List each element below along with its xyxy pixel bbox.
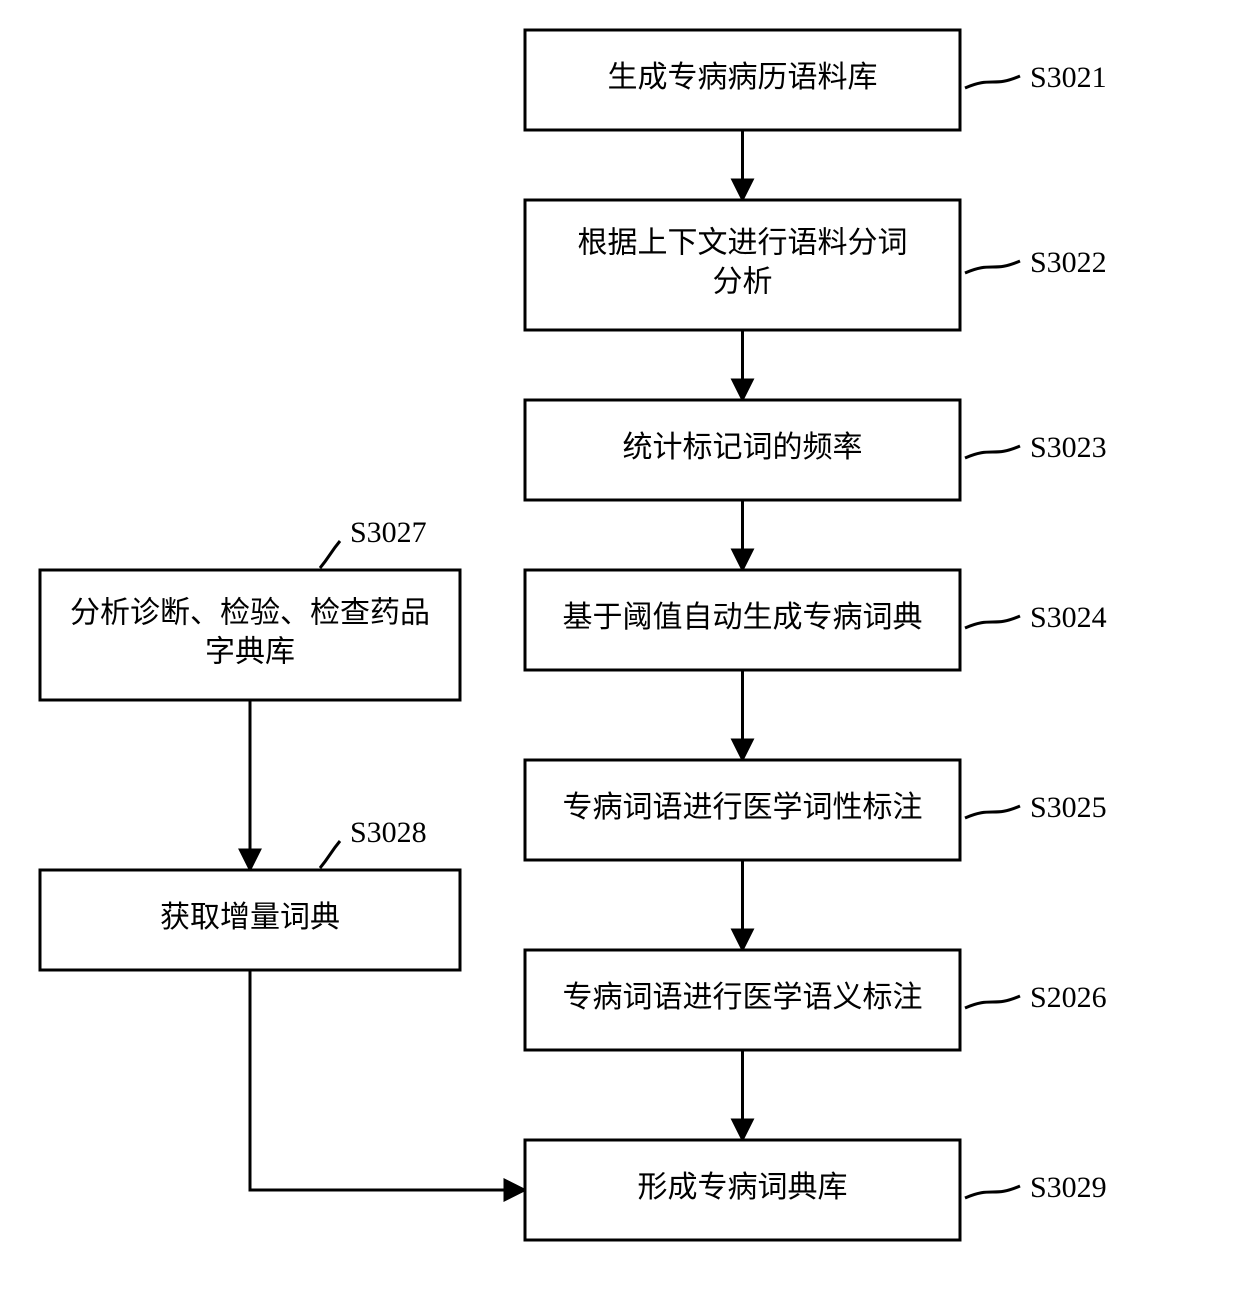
nodes-layer: 生成专病病历语料库 S3021 根据上下文进行语料分词分析 S3022 统计标记词的频率… xyxy=(40,30,1107,1240)
step-label: S3028 xyxy=(350,816,427,849)
flow-node-r1: 生成专病病历语料库 S3021 xyxy=(525,30,1107,130)
flow-edge xyxy=(250,970,525,1190)
flow-node-label: 分析 xyxy=(713,265,773,298)
step-label: S3021 xyxy=(1030,61,1107,94)
flow-node-r6: 专病词语进行医学语义标注 S2026 xyxy=(525,950,1107,1050)
flow-node-l1: 分析诊断、检验、检查药品字典库 S3027 xyxy=(40,516,460,700)
step-label: S3027 xyxy=(350,516,427,549)
flow-node-label: 基于阈值自动生成专病词典 xyxy=(563,601,923,634)
step-label: S3024 xyxy=(1030,601,1107,634)
step-label: S3025 xyxy=(1030,791,1107,824)
step-label: S2026 xyxy=(1030,981,1107,1014)
flowchart-canvas: 生成专病病历语料库 S3021 根据上下文进行语料分词分析 S3022 统计标记词的频率… xyxy=(0,0,1240,1303)
flow-node-r4: 基于阈值自动生成专病词典 S3024 xyxy=(525,570,1107,670)
flow-node-r7: 形成专病词典库 S3029 xyxy=(525,1140,1107,1240)
flow-node-r5: 专病词语进行医学词性标注 S3025 xyxy=(525,760,1107,860)
flow-node-label: 获取增量词典 xyxy=(160,901,340,934)
flow-node-label: 字典库 xyxy=(205,635,295,668)
flow-node-label: 形成专病词典库 xyxy=(638,1171,848,1204)
flow-node-label: 生成专病病历语料库 xyxy=(608,61,878,94)
flow-node-label: 根据上下文进行语料分词 xyxy=(578,226,908,259)
flow-node-label: 统计标记词的频率 xyxy=(623,431,863,464)
flow-node-r2: 根据上下文进行语料分词分析 S3022 xyxy=(525,200,1107,330)
flow-node-r3: 统计标记词的频率 S3023 xyxy=(525,400,1107,500)
step-label: S3029 xyxy=(1030,1171,1107,1204)
step-label: S3022 xyxy=(1030,246,1107,279)
flow-node-label: 专病词语进行医学语义标注 xyxy=(563,981,923,1014)
step-label: S3023 xyxy=(1030,431,1107,464)
flow-node-label: 分析诊断、检验、检查药品 xyxy=(70,596,430,629)
flow-node-label: 专病词语进行医学词性标注 xyxy=(563,791,923,824)
